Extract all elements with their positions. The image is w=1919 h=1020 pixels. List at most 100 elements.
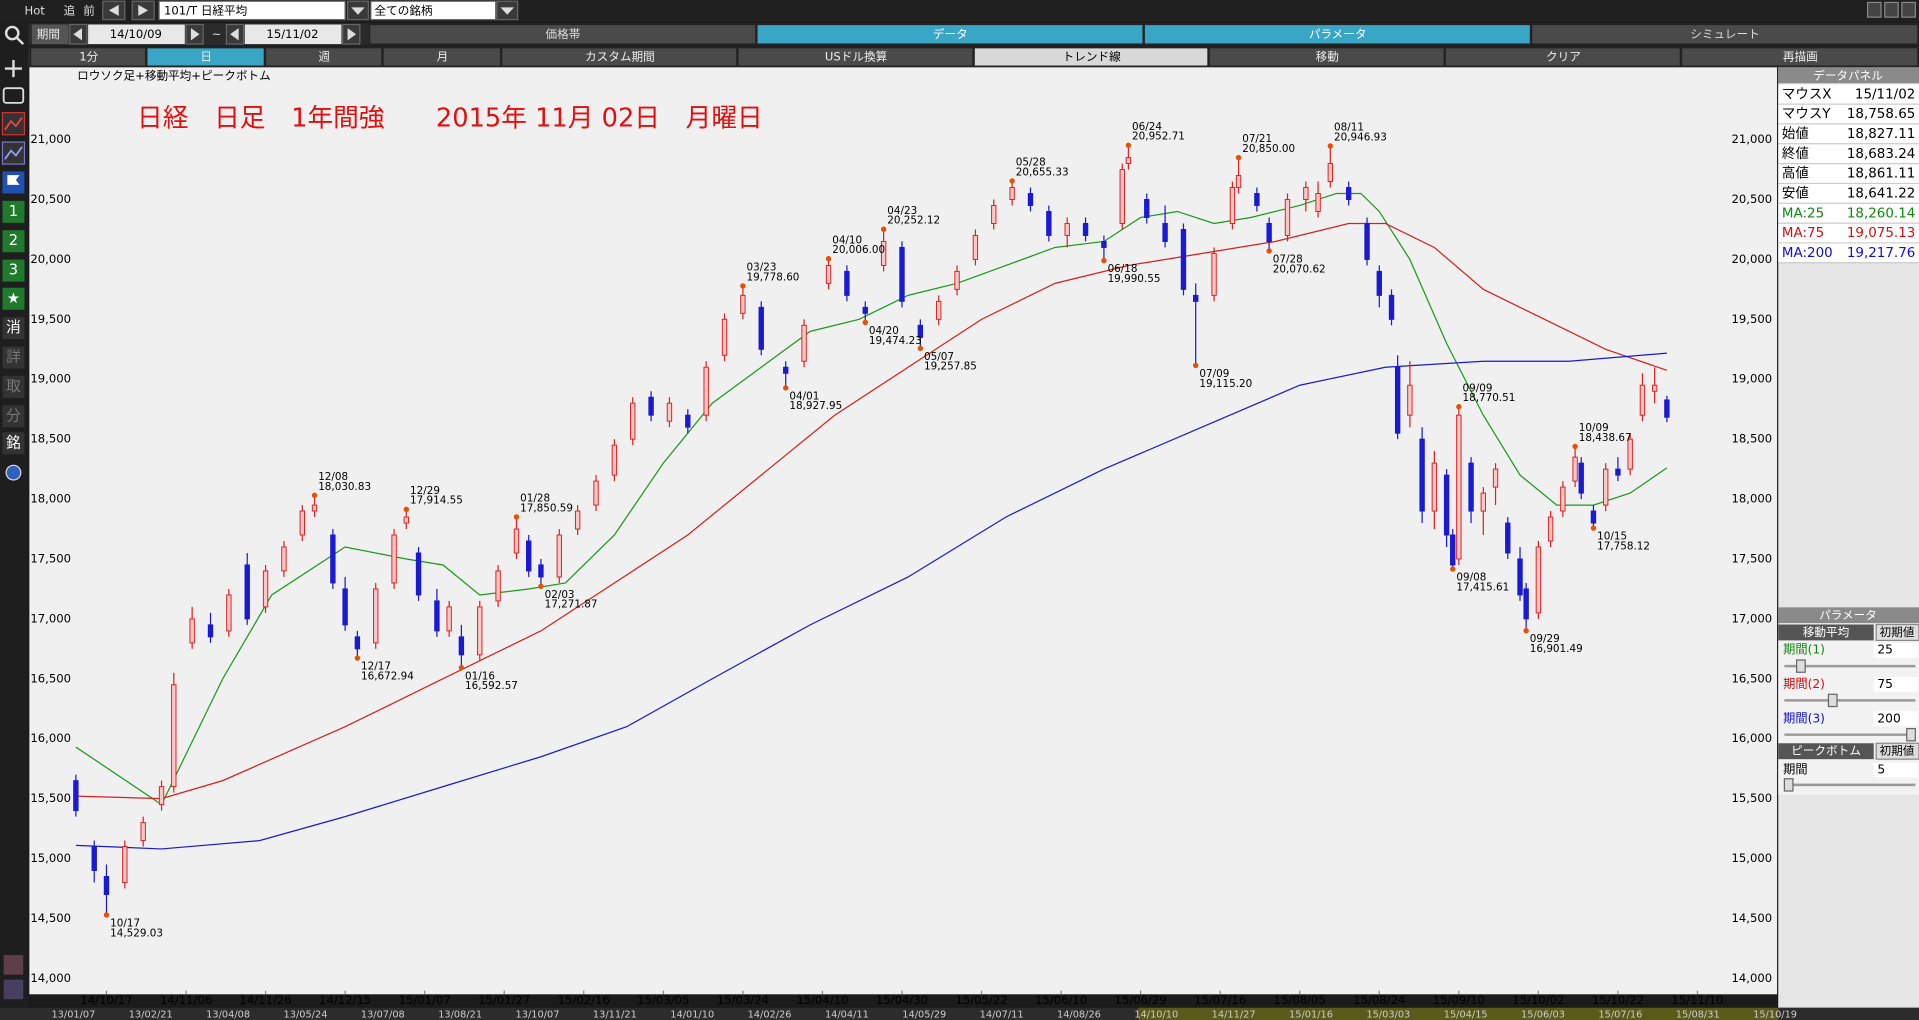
candle-body <box>844 270 850 296</box>
side-tool[interactable] <box>2 230 25 253</box>
candle-body <box>1345 187 1352 200</box>
nav-button[interactable]: 前 <box>83 4 95 18</box>
scroll-label: 14/10/10 <box>1134 1009 1178 1020</box>
toolbar-button[interactable] <box>382 47 502 67</box>
symbol-box[interactable] <box>158 0 346 21</box>
moving-average-line <box>75 352 1667 850</box>
toolbar-button-label: 週 <box>319 49 331 63</box>
peak-value: 19,115.20 <box>1199 378 1252 390</box>
candle-body <box>1578 462 1584 494</box>
candle-body <box>158 786 165 806</box>
scroll-label: 13/10/07 <box>516 1009 560 1020</box>
side-tool-label: 3 <box>9 262 18 279</box>
y-tick-label-right: 17,000 <box>1732 611 1773 625</box>
x-tick-label: 15/08/24 <box>1353 993 1405 1007</box>
scroll-label: 15/08/31 <box>1676 1009 1720 1020</box>
toolbar-button[interactable] <box>1208 47 1445 67</box>
toolbar-button[interactable] <box>501 47 738 67</box>
side-tool[interactable] <box>2 375 25 398</box>
tab[interactable] <box>756 23 1144 45</box>
toolbar-button[interactable] <box>264 47 383 67</box>
side-tool[interactable] <box>2 432 25 455</box>
toolbar-button-label: 月 <box>437 49 449 63</box>
param-input[interactable] <box>1873 677 1918 692</box>
toolbar-button[interactable] <box>1444 47 1681 67</box>
date-box[interactable] <box>244 24 342 45</box>
hot-label[interactable]: Hot <box>24 4 45 18</box>
date-box[interactable] <box>88 24 185 45</box>
candle-body <box>495 570 501 602</box>
toolbar-button[interactable] <box>973 47 1209 67</box>
candle-body <box>1627 438 1633 470</box>
search-icon[interactable] <box>4 25 20 41</box>
peak-value: 17,758.12 <box>1597 540 1650 552</box>
panel-row-value: 15/11/02 <box>1855 87 1915 102</box>
side-tool[interactable] <box>2 317 25 340</box>
peak-marker <box>1235 154 1242 161</box>
peak-value: 19,257.85 <box>924 361 977 373</box>
candle-body <box>1027 193 1034 206</box>
candle-body <box>666 402 673 422</box>
overlay-icon[interactable] <box>3 979 24 1000</box>
x-tick-label: 15/08/05 <box>1274 993 1326 1007</box>
reset-button[interactable] <box>1875 623 1919 642</box>
side-tool[interactable] <box>2 346 25 369</box>
param-section <box>1778 743 1874 760</box>
panel-body <box>1778 84 1919 263</box>
tab[interactable] <box>368 23 757 45</box>
y-tick-label-right: 14,000 <box>1732 971 1773 985</box>
candle-body <box>936 300 942 320</box>
toolbar-button[interactable] <box>1680 47 1919 67</box>
param-input[interactable] <box>1873 711 1918 727</box>
camera-icon[interactable] <box>2 87 25 104</box>
peak-marker <box>1450 566 1456 572</box>
candle-body <box>1517 558 1523 596</box>
candle-body <box>299 510 305 536</box>
reset-label: 初期値 <box>1880 625 1915 639</box>
candle-body <box>189 618 195 644</box>
maximize[interactable] <box>1884 1 1899 18</box>
side-tool[interactable] <box>2 287 25 310</box>
slider-thumb[interactable] <box>1906 727 1916 742</box>
peak-date: 12/29 <box>410 485 440 497</box>
y-tick-label: 15,500 <box>30 791 71 805</box>
toolbar-button[interactable] <box>29 47 147 67</box>
toolbar-button[interactable] <box>146 47 265 67</box>
slider-thumb[interactable] <box>1796 659 1806 673</box>
tab[interactable] <box>1143 23 1532 45</box>
panel-row-label: マウスY <box>1782 106 1831 122</box>
side-tool[interactable] <box>2 200 25 223</box>
slider-thumb[interactable] <box>1827 693 1838 708</box>
param-input[interactable] <box>1873 762 1918 778</box>
candle-body <box>122 846 128 883</box>
nav-button[interactable]: 追 <box>64 4 76 18</box>
side-tool-label: 消 <box>6 319 21 336</box>
minimize[interactable] <box>1866 1 1882 18</box>
settings-icon[interactable] <box>5 464 22 481</box>
y-tick-label: 17,500 <box>30 551 71 565</box>
x-tick-label: 15/06/10 <box>1035 993 1087 1007</box>
close[interactable] <box>1901 1 1916 18</box>
universe-box[interactable] <box>370 0 497 21</box>
slider-thumb[interactable] <box>1783 778 1794 792</box>
y-tick-label-right: 20,000 <box>1732 252 1773 266</box>
side-tool[interactable] <box>2 259 25 282</box>
tab[interactable] <box>1531 23 1919 45</box>
side-tool[interactable] <box>2 405 25 428</box>
add-icon[interactable] <box>4 60 23 78</box>
candle-body <box>373 588 379 644</box>
param-input[interactable] <box>1873 642 1918 658</box>
scroll-label: 15/06/03 <box>1521 1009 1565 1020</box>
overlay-icon[interactable] <box>3 955 24 975</box>
candle-body <box>740 294 746 314</box>
toolbar-button-label: 1分 <box>79 49 98 63</box>
side-tool-label: 1 <box>9 203 18 220</box>
peak-date: 07/21 <box>1242 133 1272 145</box>
candle-body <box>1456 414 1462 560</box>
toolbar-button[interactable] <box>737 47 974 67</box>
scroll-thumb[interactable] <box>1138 1007 1779 1020</box>
candle-body <box>825 264 832 284</box>
candle-body <box>513 528 520 554</box>
reset-button[interactable] <box>1875 742 1919 760</box>
